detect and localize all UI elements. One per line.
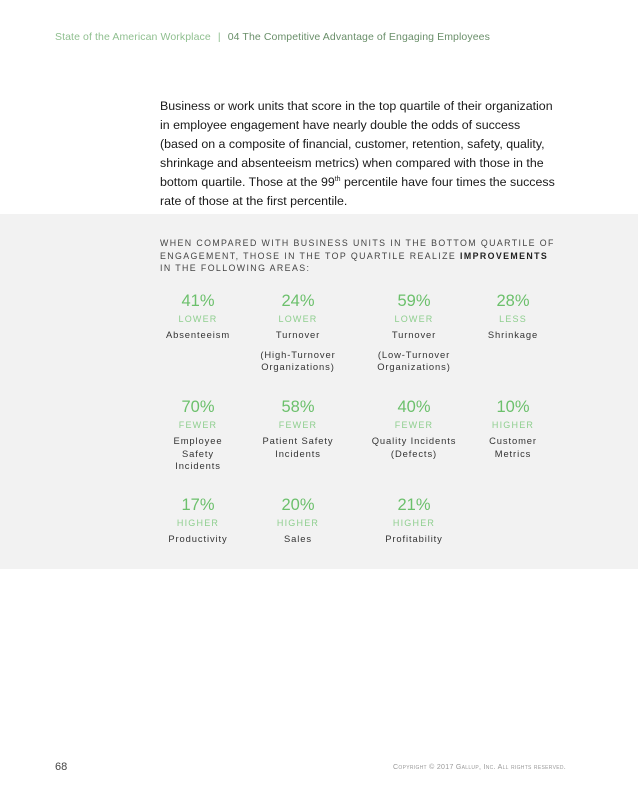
stat-percent: 58% [281, 398, 315, 416]
stat-cell: 10% HIGHER Customer Metrics [458, 398, 568, 460]
report-title: State of the American Workplace [55, 31, 211, 43]
stat-label: Patient Safety Incidents [262, 435, 334, 459]
stat-direction: HIGHER [491, 420, 535, 430]
stat-direction: HIGHER [176, 518, 220, 528]
stat-percent: 41% [181, 292, 215, 310]
stat-label: Turnover [391, 329, 437, 340]
stat-cell: 58% FEWER Patient Safety Incidents [243, 398, 353, 460]
stat-cell: 21% HIGHER Profitability [359, 496, 469, 546]
intro-text-2: percentile have four times the success r… [160, 175, 555, 208]
stat-sublabel: (Low-Turnover Organizations) [377, 348, 451, 373]
panel-heading-text-2: in the following areas: [160, 263, 311, 273]
stat-label: Turnover [275, 329, 321, 340]
stat-direction: LOWER [178, 314, 218, 324]
stat-direction: HIGHER [276, 518, 320, 528]
stat-percent: 17% [181, 496, 215, 514]
stat-percent: 70% [181, 398, 215, 416]
stat-cell: 17% HIGHER Productivity [143, 496, 253, 546]
stat-percent: 28% [496, 292, 530, 310]
stat-direction: LESS [499, 314, 527, 324]
panel-heading-bold: improvements [460, 250, 549, 261]
stat-label: Shrinkage [487, 329, 539, 340]
stat-direction: FEWER [278, 420, 318, 430]
stat-label: Sales [284, 533, 312, 544]
stat-label: Profitability [385, 533, 443, 544]
stat-label: Customer Metrics [489, 435, 537, 459]
stat-cell: 28% LESS Shrinkage [458, 292, 568, 342]
panel-heading-text-1: When compared with business units in the… [160, 238, 555, 261]
intro-superscript: th [334, 175, 341, 183]
stat-label: Productivity [168, 533, 228, 544]
section-title: 04 The Competitive Advantage of Engaging… [227, 31, 490, 43]
page-number: 68 [55, 761, 68, 773]
stat-direction: FEWER [178, 420, 218, 430]
stat-cell: 40% FEWER Quality Incidents (Defects) [359, 398, 469, 460]
stat-cell: 24% LOWER Turnover (High-Turnover Organizat… [243, 292, 353, 374]
stat-label: Absenteeism [165, 329, 231, 340]
stat-percent: 10% [496, 398, 530, 416]
stat-percent: 40% [397, 398, 431, 416]
stat-sublabel: (High-Turnover Organizations) [260, 348, 336, 373]
stat-cell: 70% FEWER Employee Safety Incidents [143, 398, 253, 473]
stat-percent: 59% [397, 292, 431, 310]
stat-percent: 24% [281, 292, 315, 310]
stat-cell: 41% LOWER Absenteeism [143, 292, 253, 342]
stat-cell: 59% LOWER Turnover (Low-Turnover Organizati… [359, 292, 469, 374]
stat-percent: 20% [281, 496, 315, 514]
stat-label: Quality Incidents (Defects) [371, 435, 457, 459]
stat-direction: LOWER [278, 314, 318, 324]
stat-label: Employee Safety Incidents [173, 435, 223, 471]
panel-heading: When compared with business units in the… [160, 237, 560, 275]
running-header: State of the American Workplace | 04 The… [55, 31, 490, 43]
stat-cell: 20% HIGHER Sales [243, 496, 353, 546]
stat-direction: FEWER [394, 420, 434, 430]
copyright-notice: Copyright © 2017 Gallup, Inc. All rights… [393, 764, 566, 771]
improvements-panel [0, 214, 638, 569]
header-separator: | [217, 31, 221, 43]
stat-percent: 21% [397, 496, 431, 514]
stat-direction: HIGHER [392, 518, 436, 528]
stat-direction: LOWER [394, 314, 434, 324]
intro-paragraph: Business or work units that score in the… [160, 97, 560, 211]
intro-text-1: Business or work units that score in the… [160, 99, 553, 189]
